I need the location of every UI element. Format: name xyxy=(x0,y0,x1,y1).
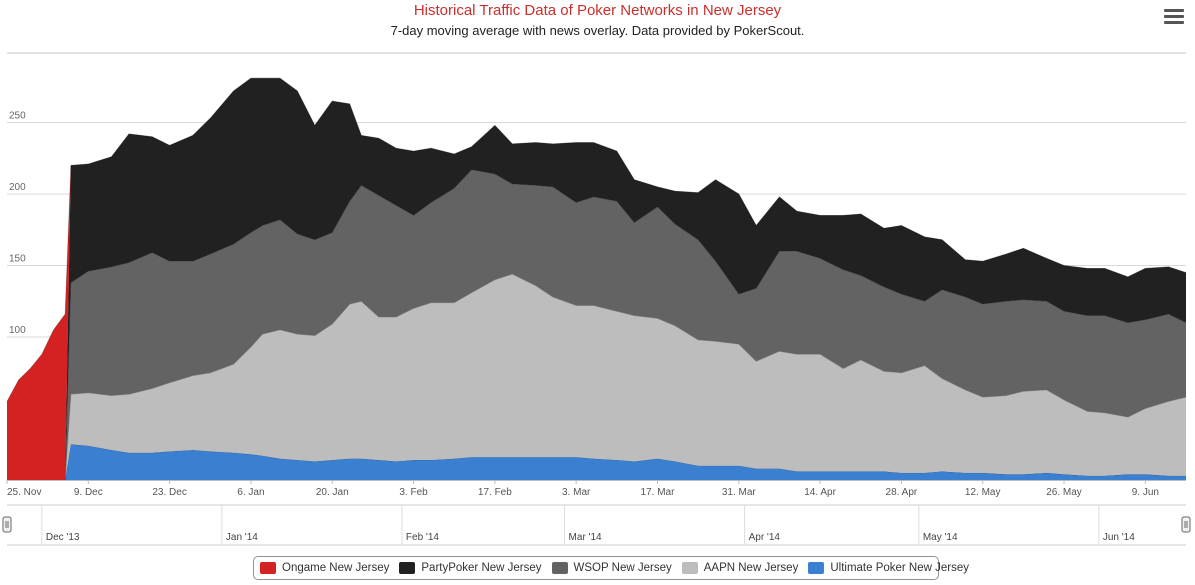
legend-item[interactable]: Ongame New Jersey xyxy=(260,562,389,574)
legend-label: AAPN New Jersey xyxy=(703,562,799,574)
x-tick-label: 6. Jan xyxy=(237,487,264,498)
navigator-label: Feb '14 xyxy=(406,532,439,543)
x-tick-label: 20. Jan xyxy=(316,487,349,498)
hamburger-menu-icon[interactable] xyxy=(1164,9,1184,27)
legend-swatch xyxy=(808,562,825,574)
y-tick-label: 200 xyxy=(9,182,26,193)
legend-swatch xyxy=(551,562,568,574)
x-tick-label: 3. Mar xyxy=(562,487,591,498)
navigator-handle-left[interactable] xyxy=(2,516,12,533)
chart-area: 100 150 200 250 25. Nov 9. Dec 23. Dec 6. Jan 20… xyxy=(2,52,1191,546)
area-ultimate-poker-new-jersey xyxy=(7,444,1186,480)
chart-subtitle: 7-day moving average with news overlay. … xyxy=(390,23,805,38)
legend-item[interactable]: AAPN New Jersey xyxy=(681,562,799,574)
y-tick-label: 100 xyxy=(9,325,26,336)
legend-label: Ongame New Jersey xyxy=(282,562,390,574)
legend-swatch xyxy=(399,562,416,574)
series-line-partypoker-new-jersey xyxy=(7,77,1187,481)
area-partypoker-new-jersey xyxy=(7,78,1186,480)
legend-label: Ultimate Poker New Jersey xyxy=(830,562,970,574)
x-tick-label: 26. May xyxy=(1046,487,1082,498)
y-tick-label: 150 xyxy=(9,254,26,265)
x-tick-label: 23. Dec xyxy=(152,487,186,498)
x-tick-label: 31. Mar xyxy=(722,487,757,498)
legend: Ongame New Jersey PartyPoker New Jersey WS… xyxy=(253,556,969,580)
x-tick-label: 9. Jun xyxy=(1132,487,1159,498)
navigator-handle-right[interactable] xyxy=(1181,516,1191,533)
x-tick-label: 3. Feb xyxy=(399,487,428,498)
x-tick-label: 28. Apr xyxy=(886,487,918,498)
x-tick-label: 17. Feb xyxy=(478,487,512,498)
legend-label: WSOP New Jersey xyxy=(573,562,672,574)
x-tick-label: 9. Dec xyxy=(74,487,103,498)
area-wsop-new-jersey xyxy=(7,169,1186,480)
navigator-label: Dec '13 xyxy=(46,532,80,543)
legend-item[interactable]: PartyPoker New Jersey xyxy=(399,562,542,574)
legend-swatch xyxy=(260,562,276,574)
x-tick-label: 25. Nov xyxy=(7,487,41,498)
navigator-label: Apr '14 xyxy=(749,532,781,543)
navigator-label: Mar '14 xyxy=(569,532,602,543)
navigator-label: May '14 xyxy=(923,532,958,543)
series-line-ongame-new-jersey xyxy=(6,77,1187,402)
legend-item[interactable]: WSOP New Jersey xyxy=(551,562,672,574)
chart-title: Historical Traffic Data of Poker Network… xyxy=(413,2,782,19)
navigator-label: Jan '14 xyxy=(226,532,258,543)
legend-item[interactable]: Ultimate Poker New Jersey xyxy=(808,562,969,574)
x-tick-label: 17. Mar xyxy=(641,487,676,498)
legend-swatch xyxy=(681,562,698,574)
y-tick-label: 250 xyxy=(9,111,26,122)
legend-label: PartyPoker New Jersey xyxy=(421,562,542,574)
x-tick-label: 12. May xyxy=(965,487,1001,498)
area-aapn-new-jersey xyxy=(7,274,1186,480)
x-tick-label: 14. Apr xyxy=(804,487,836,498)
navigator-label: Jun '14 xyxy=(1103,532,1135,543)
